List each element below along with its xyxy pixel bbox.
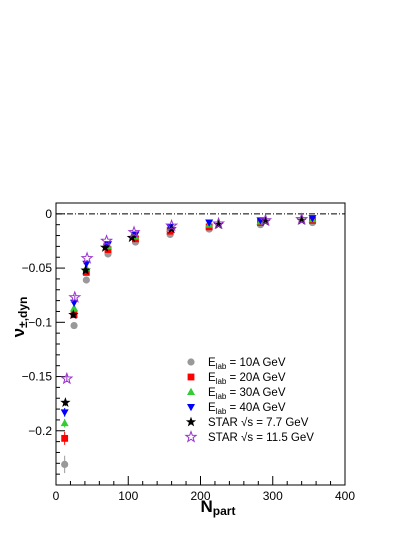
legend-marker <box>187 358 195 366</box>
data-point <box>256 217 265 225</box>
data-point <box>80 251 94 264</box>
x-tick-label: 400 <box>335 489 355 503</box>
x-tick-label: 200 <box>190 489 210 503</box>
data-point <box>61 434 69 442</box>
legend-label: STAR √s = 11.5 GeV <box>208 431 314 444</box>
legend-label: Elab = 30A GeV <box>208 387 286 401</box>
data-point <box>82 276 90 284</box>
legend-marker <box>187 404 195 412</box>
y-tick-label: −0.15 <box>22 370 53 384</box>
y-tick-label: −0.1 <box>28 315 52 329</box>
y-axis-title: ν±,dyn <box>9 297 30 338</box>
data-point <box>60 409 69 417</box>
data-point <box>205 219 214 227</box>
data-point <box>68 290 82 303</box>
data-point <box>100 234 114 247</box>
data-point <box>295 212 309 225</box>
data-point <box>68 309 79 320</box>
x-axis-title: Npart <box>201 497 236 518</box>
legend-marker <box>185 416 197 427</box>
data-point <box>260 216 271 226</box>
legend-label: Elab = 10A GeV <box>208 357 286 371</box>
y-tick-label: 0 <box>45 207 52 221</box>
data-point <box>126 232 137 243</box>
legend-label: Elab = 40A GeV <box>208 402 286 416</box>
data-point <box>165 218 179 232</box>
data-point <box>104 246 112 254</box>
data-point <box>99 242 111 252</box>
data-point <box>127 225 141 238</box>
data-point <box>70 304 79 312</box>
y-tick-label: −0.2 <box>28 424 52 438</box>
data-point <box>212 216 226 230</box>
legend-marker <box>187 387 195 395</box>
y-tick-label: −0.05 <box>22 261 53 275</box>
data-point <box>60 397 71 407</box>
data-point <box>60 371 74 385</box>
legend-label: STAR √s = 7.7 GeV <box>208 416 309 429</box>
data-point <box>213 219 224 230</box>
x-tick-label: 0 <box>53 489 60 503</box>
data-point <box>80 264 91 275</box>
data-point <box>308 215 317 223</box>
data-point <box>258 213 273 226</box>
data-point <box>70 321 78 330</box>
legend-marker <box>184 430 198 443</box>
x-tick-label: 100 <box>118 489 138 503</box>
data-point <box>296 214 307 225</box>
legend-marker <box>187 373 195 381</box>
data-point <box>61 460 69 468</box>
legend-label: Elab = 20A GeV <box>208 372 286 386</box>
x-tick-label: 300 <box>263 489 283 503</box>
data-point <box>60 418 69 427</box>
